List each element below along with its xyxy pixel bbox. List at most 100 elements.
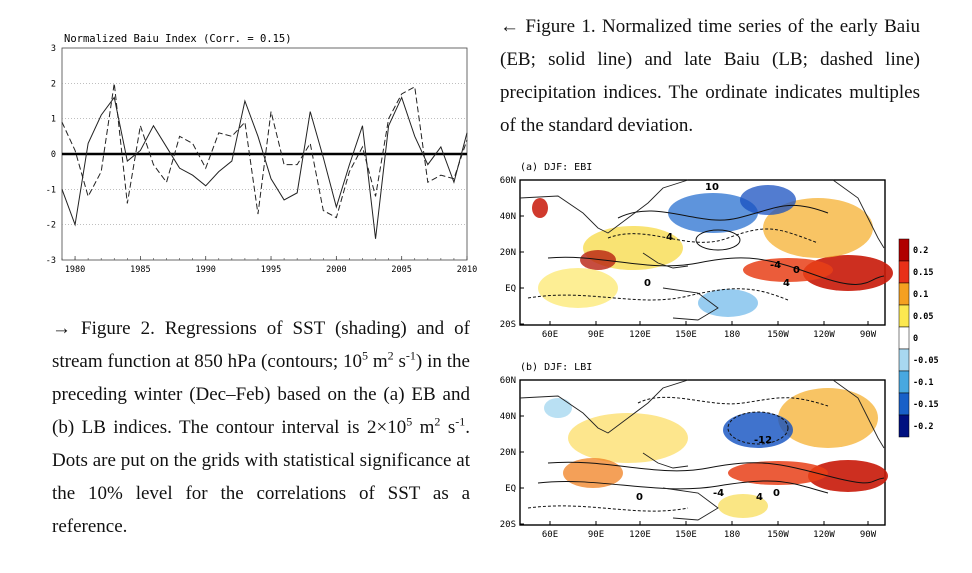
fig2-sup-6: -1 — [455, 414, 466, 429]
map-a-lat-axis: 60N 40N 20N EQ 20S — [500, 176, 524, 330]
contour-label: -4 — [713, 488, 724, 499]
lat-label: 20N — [500, 248, 516, 258]
lat-label: 40N — [500, 212, 516, 222]
lon-label: 120E — [629, 530, 651, 540]
colorbar-swatch — [898, 326, 910, 350]
fig2-text-6: s — [440, 417, 456, 438]
sst-cold-north-pacific — [740, 185, 796, 215]
lon-label: 180 — [724, 530, 740, 540]
contour-line — [527, 288, 789, 301]
contour-line — [547, 256, 885, 285]
fig2-sup-1: 5 — [361, 348, 368, 363]
contour-label: 0 — [636, 492, 643, 503]
contour-label: 4 — [666, 232, 673, 243]
colorbar-svg: 0.2 0.15 0.1 0.05 0 -0.05 -0.1 -0.15 -0.2 — [898, 238, 939, 438]
map-panel-b: (b) DJF: LBI 60N 40N 20N EQ 20S 60E 90E 120E 15… — [488, 358, 958, 543]
colorbar-label: -0.2 — [913, 422, 933, 432]
contour-line — [695, 229, 741, 251]
figure1-caption: ← Figure 1. Normalized time series of th… — [500, 10, 920, 142]
x-tick-label: 1985 — [130, 265, 150, 275]
x-tick-label: 2005 — [391, 265, 411, 275]
sst-cool-south-pacific — [698, 289, 758, 317]
fig2-text-1: → Figure 2. Regressions of SST (shading)… — [52, 318, 470, 372]
sst-cold-northwest-pacific — [668, 193, 758, 233]
colorbar-label: -0.05 — [913, 356, 939, 366]
fig2-sup-5: 2 — [434, 414, 441, 429]
colorbar-swatch — [898, 238, 910, 262]
y-tick-label: 3 — [51, 44, 56, 54]
map-a-frame — [519, 179, 893, 326]
lon-label: 180 — [724, 330, 740, 340]
sst-warm-indian-ocean — [538, 268, 618, 308]
coastline-north-america — [832, 379, 885, 449]
sst-warm-northeast-pacific — [763, 198, 873, 258]
contour-label: 0 — [644, 278, 651, 289]
colorbar-label: 0.1 — [913, 290, 928, 300]
map-b-svg: (b) DJF: LBI 60N 40N 20N EQ 20S 60E 90E 120E 15… — [500, 362, 888, 540]
coastline-maritime-australia — [642, 252, 719, 321]
sst-warm-indian-ocean — [563, 458, 623, 488]
map-a-svg: (a) DJF: EBI 60N 40N 20N EQ 20S — [500, 162, 893, 340]
lon-label: 150E — [675, 330, 697, 340]
fig2-text-5: m — [412, 417, 435, 438]
colorbar-label: 0.15 — [913, 268, 933, 278]
y-tick-label: 0 — [51, 150, 56, 160]
sst-warm-east-pacific — [808, 460, 888, 492]
y-tick-label: 1 — [51, 115, 56, 125]
lat-label: 40N — [500, 412, 516, 422]
contour-label: 4 — [783, 278, 790, 289]
contour-label: -12 — [754, 435, 772, 446]
lat-label: EQ — [505, 284, 516, 294]
lat-label: EQ — [505, 484, 516, 494]
sst-warm-northeast-pacific — [778, 388, 878, 448]
fig2-sup-2: 2 — [387, 348, 394, 363]
contour-label: 4 — [756, 492, 763, 503]
coastline-asia — [519, 379, 689, 434]
coastline-maritime-australia — [642, 452, 719, 521]
colorbar-label: -0.1 — [913, 378, 933, 388]
fig2-text-7: . Dots are put on the grids with statist… — [52, 417, 470, 537]
map-a-title: (a) DJF: EBI — [520, 162, 592, 173]
sst-cool-caspian — [544, 398, 572, 418]
lon-label: 60E — [542, 530, 558, 540]
coastline-north-america — [832, 179, 885, 249]
colorbar-swatch — [898, 370, 910, 394]
x-tick-label: 1980 — [65, 265, 85, 275]
x-tick-label: 1990 — [195, 265, 215, 275]
map-b-lat-axis: 60N 40N 20N EQ 20S — [500, 376, 524, 530]
lat-label: 20N — [500, 448, 516, 458]
lon-label: 150E — [675, 530, 697, 540]
contour-label: 0 — [773, 488, 780, 499]
colorbar-swatch — [898, 414, 910, 438]
contour-line — [537, 480, 829, 494]
colorbar-swatch — [898, 282, 910, 306]
lon-label: 150W — [767, 530, 789, 540]
sst-colorbar: 0.2 0.15 0.1 0.05 0 -0.05 -0.1 -0.15 -0.2 — [895, 235, 965, 475]
lon-label: 120W — [813, 330, 835, 340]
map-b-lon-axis: 60E 90E 120E 150E 180 150W 120W 90W — [542, 521, 877, 540]
map-a-lon-axis: 60E 90E 120E 150E 180 150W 120W 90W — [542, 321, 877, 340]
contour-label: 10 — [705, 182, 719, 193]
figure2-caption: → Figure 2. Regressions of SST (shading)… — [52, 312, 470, 543]
sst-warm-central-pacific — [728, 461, 828, 485]
map-panel-a: (a) DJF: EBI 60N 40N 20N EQ 20S — [488, 158, 958, 343]
lon-label: 90W — [860, 330, 877, 340]
colorbar-label: 0.05 — [913, 312, 933, 322]
lon-label: 150W — [767, 330, 789, 340]
colorbar-label: 0.2 — [913, 246, 928, 256]
colorbar-swatch — [898, 348, 910, 372]
contour-line — [607, 228, 819, 244]
colorbar-swatch — [898, 304, 910, 328]
coastline-asia — [519, 179, 689, 234]
colorbar-swatch — [898, 260, 910, 284]
fig2-sup-4: 5 — [406, 414, 413, 429]
baiu-index-chart: Normalized Baiu Index (Corr. = 0.15) -3 -2… — [40, 28, 480, 278]
series-line-lb — [61, 83, 468, 219]
colorbar-label: 0 — [913, 334, 918, 344]
sst-warm-caspian — [532, 198, 548, 218]
contour-line — [547, 461, 885, 484]
lon-label: 90E — [588, 330, 604, 340]
y-tick-label: -1 — [46, 185, 56, 195]
lat-label: 60N — [500, 176, 516, 186]
